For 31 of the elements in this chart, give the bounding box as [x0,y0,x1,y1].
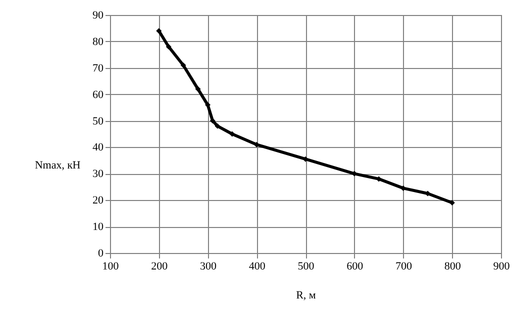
y-axis-title: Nmax, кН [34,160,81,172]
y-tick-label: 90 [92,10,104,22]
x-tick-label: 400 [248,260,266,272]
point [166,44,172,50]
y-tick-label: 80 [92,36,104,48]
x-tick-label: 800 [444,260,462,272]
point [195,86,201,92]
point [449,200,455,206]
point [229,131,235,137]
x-tick-label: 700 [396,260,412,272]
y-tick-label: 10 [92,221,104,234]
y-tick-label: 50 [92,115,104,128]
point [156,28,162,34]
point [214,123,220,129]
y-tick-label: 40 [92,142,104,154]
x-tick-label: 600 [346,260,364,272]
x-tick-label: 200 [151,260,168,272]
point [210,118,216,124]
x-axis-title: R, м [296,290,316,302]
point [254,142,260,148]
x-tick-label: 900 [493,260,510,272]
y-tick-label: 70 [92,62,104,74]
x-tick-label: 300 [200,260,217,272]
y-tick-label: 60 [92,88,104,101]
y-tick-label: 0 [98,248,104,260]
x-tick-label: 500 [298,260,315,272]
point [180,62,186,68]
x-tick-label: 100 [102,260,120,272]
point [400,185,406,191]
y-tick-label: 20 [92,194,104,207]
y-tick-label: 30 [92,168,104,180]
